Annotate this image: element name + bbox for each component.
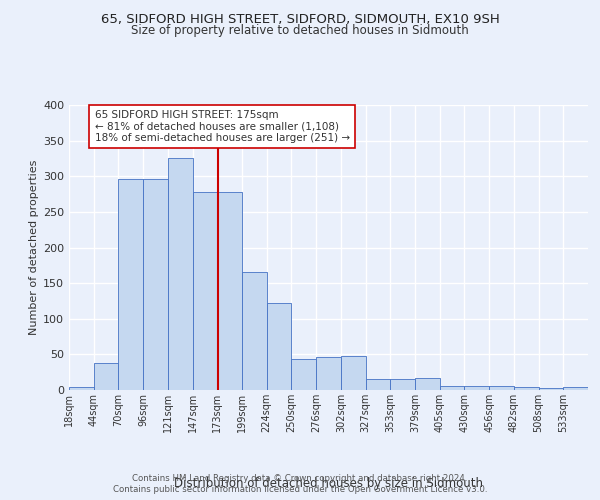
Y-axis label: Number of detached properties: Number of detached properties [29, 160, 39, 335]
Bar [341, 356, 365, 390]
Bar [489, 386, 514, 390]
Text: Size of property relative to detached houses in Sidmouth: Size of property relative to detached ho… [131, 24, 469, 37]
Bar [514, 387, 539, 390]
Bar [193, 192, 217, 390]
Bar [217, 192, 242, 390]
Bar [118, 179, 143, 390]
Bar [316, 357, 341, 390]
Text: Contains HM Land Registry data © Crown copyright and database right 2024.
Contai: Contains HM Land Registry data © Crown c… [113, 474, 487, 494]
Bar [242, 272, 267, 390]
Bar [390, 378, 415, 390]
Text: 65 SIDFORD HIGH STREET: 175sqm
← 81% of detached houses are smaller (1,108)
18% : 65 SIDFORD HIGH STREET: 175sqm ← 81% of … [95, 110, 350, 143]
Bar [415, 378, 440, 390]
Bar [69, 387, 94, 390]
Bar [440, 386, 464, 390]
Bar [267, 303, 292, 390]
Bar [365, 380, 390, 390]
Bar [539, 388, 563, 390]
X-axis label: Distribution of detached houses by size in Sidmouth: Distribution of detached houses by size … [174, 476, 483, 490]
Bar [292, 358, 316, 390]
Bar [563, 387, 588, 390]
Bar [464, 386, 489, 390]
Bar [168, 158, 193, 390]
Text: 65, SIDFORD HIGH STREET, SIDFORD, SIDMOUTH, EX10 9SH: 65, SIDFORD HIGH STREET, SIDFORD, SIDMOU… [101, 12, 499, 26]
Bar [94, 363, 118, 390]
Bar [143, 179, 168, 390]
